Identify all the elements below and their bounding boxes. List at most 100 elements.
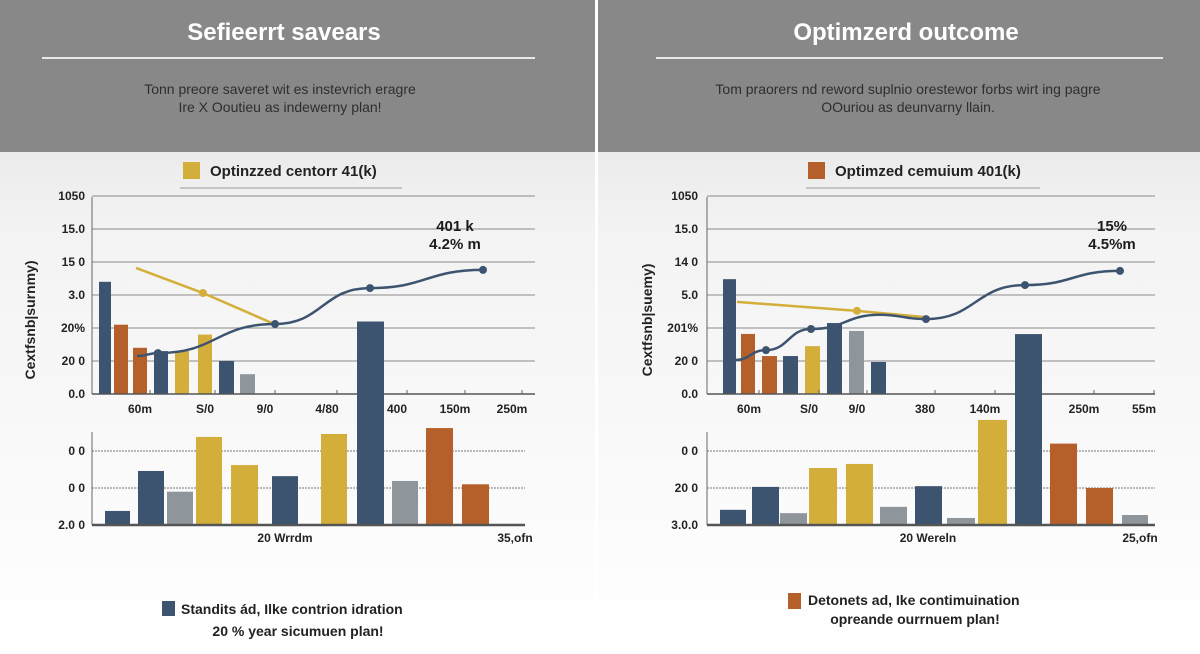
bar-orange [762,356,777,394]
line-point [762,346,770,355]
y-tick-label: 1050 [58,189,85,203]
bar-blue [138,470,164,525]
panel-divider [595,0,598,654]
bottom-bar-chart: 2.0 0 0 0 0 0 20 Wrrdm 35,ofn [58,321,533,545]
x-tick-label: 9/0 [257,402,274,416]
y-tick-label: 0 0 [68,481,85,495]
line-point [479,265,487,274]
bar-orange [1050,443,1077,525]
bar-blue [357,321,384,525]
bar-blue [154,351,168,394]
y-tick-label: 201% [667,321,698,335]
bar-orange [133,347,147,394]
bar-blue [723,279,736,394]
bar-yellow [846,463,873,525]
x-tick-label: 55m [1132,402,1156,416]
y-axis-label: Cextfsnb|surnmy) [22,260,38,379]
footer-text-line: opreande ourrnuem plan! [830,611,1000,627]
bar-blue [871,361,886,394]
y-tick-label: 15.0 [62,222,86,236]
right-chart-legend: Optimzed cemuium 401(k) [806,162,1040,189]
bar-gray [392,480,418,525]
line-series-blue [734,269,1121,362]
bar-blue [752,486,779,525]
bar-yellow [175,351,189,394]
y-tick-label: 0 0 [681,444,698,458]
bar-yellow [321,433,347,525]
x-tick-label: 60m [737,402,761,416]
bar-gray [880,506,907,525]
left-panel-header: Sefieerrt savears Tonn preore saveret wi… [42,19,535,115]
bar-blue [1015,334,1042,525]
x-tick-label: 380 [915,402,935,416]
bar-orange [741,333,755,394]
annotation-label: 4.5%m [1088,236,1136,253]
x-tick-label: 150m [440,402,471,416]
right-footer-legend: Detonets ad, Ike contimuination opreande… [788,592,1020,627]
legend-label: Optimzed cemuium 401(k) [835,163,1021,180]
x-tick-label: 60m [128,402,152,416]
bar-blue [105,510,130,525]
y-tick-label: 14 0 [675,255,699,269]
right-panel-header: Optimzerd outcome Tom praorers nd reword… [656,19,1163,115]
bar-yellow [196,436,222,525]
top-combo-chart: 0.0 20 0 20% 3.0 15 0 15.0 1050 60m S/0 9/0 4/80 40… [22,189,535,416]
bottom-bar-chart: 3.0.0 20 0 0 0 20 Wereln 25,ofn [671,334,1158,545]
x-tick-label: 9/0 [849,402,866,416]
y-tick-label: 0.0 [68,387,85,401]
bar-gray [947,517,975,525]
bar-yellow [198,334,212,394]
line-point [366,284,374,293]
bar-yellow [805,346,820,394]
y-tick-label: 20% [61,321,85,335]
line-point [199,289,207,298]
bar-orange [426,428,453,525]
line-point [1116,266,1124,275]
bar-orange [114,324,128,394]
left-footer-legend: Standits ád, Ilke contrion idration 20 %… [162,601,403,639]
bar-gray [1122,515,1148,525]
y-tick-label: 2.0 0 [58,518,85,532]
footer-swatch [162,601,175,616]
line-point [1021,281,1029,290]
bar-blue [783,356,798,394]
x-tick-label: S/0 [800,402,818,416]
line-point [807,324,815,333]
panel-subtitle-line: Tom praorers nd reword suplnio orestewor… [715,81,1100,97]
y-tick-label: 3.0.0 [671,518,698,532]
bar-blue [272,476,298,525]
y-tick-label: 0.0 [681,387,698,401]
bar-yellow [978,419,1007,525]
x-tick-label: S/0 [196,402,214,416]
footer-swatch [788,593,801,609]
annotation-label: 4.2% m [429,236,481,253]
y-tick-label: 20 0 [675,354,699,368]
panel-subtitle-line: Tonn preore saveret wit es instevrich er… [144,81,416,97]
line-point [853,306,861,315]
line-point [271,320,279,329]
footer-text-line: Standits ád, Ilke contrion idration [181,601,403,617]
panel-title: Optimzerd outcome [793,19,1018,46]
y-tick-label: 3.0 [68,288,85,302]
y-tick-label: 15.0 [675,222,699,236]
x-tick-label: 20 Wereln [900,531,956,545]
bar-orange [462,484,489,525]
y-tick-label: 20 0 [62,354,86,368]
bar-blue [720,509,746,525]
left-chart-legend: Optinzzed centorr 41(k) [180,162,402,189]
y-tick-label: 0 0 [68,444,85,458]
bar-yellow [809,468,837,525]
panel-subtitle-line: OOuriou as deunvarny llain. [821,99,995,115]
line-point [154,349,162,358]
bar-gray [780,513,807,525]
top-combo-chart: 0.0 20 0 201% 5.0 14 0 15.0 1050 60m S/0 9/0 380 14… [639,189,1156,416]
legend-swatch [183,162,200,179]
x-tick-label: 250m [1069,402,1100,416]
bar-gray [240,374,255,394]
bar-blue [99,281,111,394]
y-tick-label: 1050 [671,189,698,203]
annotation-label: 15% [1097,218,1127,235]
panel-subtitle-line: Ire X Ooutieu as indewerny plan! [178,99,381,115]
header-band [0,0,1200,152]
